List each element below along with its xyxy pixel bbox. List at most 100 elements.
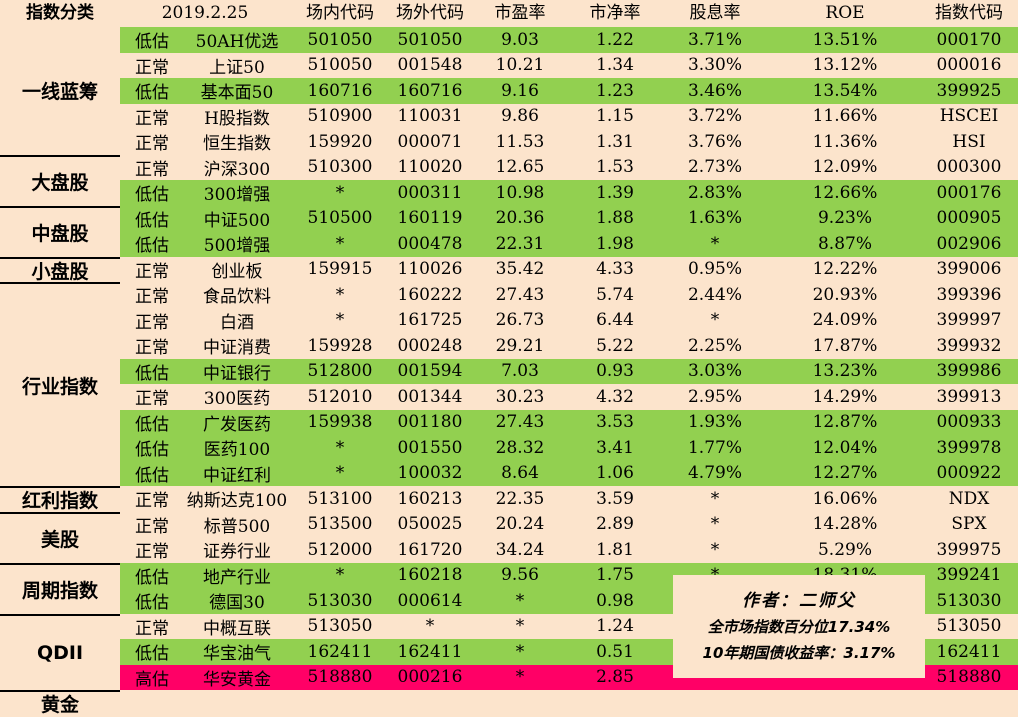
bond-yield: 10年期国债收益率：3.17%: [702, 643, 896, 662]
table-row: 正常 中证消费 159928 000248 29.21 5.22 2.25% 17.87% 39…: [120, 333, 1018, 359]
pb-cell: 0.93: [596, 361, 634, 382]
onsite-code-cell: *: [335, 310, 345, 331]
index-code-cell: 513050: [936, 616, 1002, 637]
fund-name-cell: 中证红利: [203, 465, 271, 486]
fund-name-cell: 300增强: [203, 185, 271, 206]
table-row: 正常 证券行业 512000 161720 34.24 1.81 * 5.29% 399975: [120, 537, 1018, 563]
onsite-code-cell: 513500: [307, 514, 373, 535]
index-code-cell: 399925: [936, 80, 1002, 101]
fund-name-cell: 300医药: [203, 389, 271, 410]
onsite-code-cell: 513100: [307, 488, 373, 509]
status-cell: 低估: [135, 567, 169, 588]
table-row: 低估 中证500 510500 160119 20.36 1.88 1.63% 9.23% 00…: [120, 205, 1018, 231]
author-label: 作者：二师父: [742, 590, 856, 611]
roe-cell: 12.04%: [812, 437, 878, 458]
pb-cell: 1.31: [596, 131, 634, 152]
pe-cell: 9.56: [501, 565, 539, 586]
offsite-code-cell: 050025: [397, 514, 463, 535]
pb-cell: 1.39: [596, 182, 634, 203]
roe-cell: 12.22%: [812, 259, 878, 280]
offsite-code-cell: 160119: [397, 208, 463, 229]
status-cell: 低估: [135, 593, 169, 614]
table-row: 低估 300增强 * 000311 10.98 1.39 2.83% 12.66% 000176: [120, 180, 1018, 206]
status-cell: 低估: [135, 465, 169, 486]
pe-cell: *: [515, 667, 525, 688]
category-label: 黄金: [0, 690, 120, 716]
onsite-code-cell: 159915: [307, 259, 373, 280]
index-code-cell: 399978: [936, 437, 1002, 458]
pb-cell: 1.81: [596, 539, 634, 560]
onsite-code-cell: 501050: [307, 29, 373, 50]
dividend-cell: 2.73%: [687, 157, 742, 178]
fund-name-cell: 纳斯达克100: [186, 491, 288, 512]
table-row: 低估 50AH优选 501050 501050 9.03 1.22 3.71% 13.51% 0…: [120, 27, 1018, 53]
dividend-cell: 1.77%: [687, 437, 742, 458]
index-code-cell: 399241: [936, 565, 1002, 586]
dividend-cell: *: [710, 310, 720, 331]
dividend-cell: 2.44%: [687, 284, 742, 305]
table-row: 低估 广发医药 159938 001180 27.43 3.53 1.93% 12.87% 00…: [120, 409, 1018, 435]
roe-cell: 13.23%: [812, 361, 878, 382]
table-row: 正常 食品饮料 * 160222 27.43 5.74 2.44% 20.93% 399396: [120, 282, 1018, 308]
header-pb: 市净率: [589, 3, 641, 23]
offsite-code-cell: 001180: [397, 412, 463, 433]
status-cell: 低估: [135, 363, 169, 384]
status-cell: 正常: [135, 261, 169, 282]
onsite-code-cell: *: [335, 284, 345, 305]
dividend-cell: 2.25%: [687, 335, 742, 356]
dividend-cell: 3.71%: [687, 29, 742, 50]
dividend-cell: 2.83%: [687, 182, 742, 203]
category-label: 小盘股: [0, 256, 120, 283]
dividend-cell: 0.95%: [687, 259, 742, 280]
fund-name-cell: 德国30: [209, 593, 265, 614]
status-cell: 正常: [135, 287, 169, 308]
pe-cell: 22.31: [495, 233, 545, 254]
pe-cell: 9.86: [501, 106, 539, 127]
fund-name-cell: 中证银行: [203, 363, 271, 384]
onsite-code-cell: 162411: [307, 641, 373, 662]
author-note: 作者：二师父 全市场指数百分位17.34% 10年期国债收益率：3.17%: [673, 575, 925, 678]
fund-name-cell: 中概互联: [203, 618, 271, 639]
onsite-code-cell: 512010: [307, 386, 373, 407]
pe-cell: 10.98: [495, 182, 545, 203]
pb-cell: 1.06: [596, 463, 634, 484]
dividend-cell: *: [710, 514, 720, 535]
table-row: 正常 沪深300 510300 110020 12.65 1.53 2.73% 12.09% 0…: [120, 154, 1018, 180]
fund-name-cell: 证券行业: [203, 542, 271, 563]
table-row: 低估 医药100 * 001550 28.32 3.41 1.77% 12.04% 399978: [120, 435, 1018, 461]
table-row: 正常 创业板 159915 110026 35.42 4.33 0.95% 12.22% 399…: [120, 256, 1018, 282]
fund-name-cell: 广发医药: [203, 414, 271, 435]
pb-cell: 0.98: [596, 590, 634, 611]
pb-cell: 1.98: [596, 233, 634, 254]
pb-cell: 1.22: [596, 29, 634, 50]
fund-name-cell: 基本面50: [200, 83, 274, 104]
pb-cell: 2.89: [596, 514, 634, 535]
onsite-code-cell: *: [335, 233, 345, 254]
fund-name-cell: 医药100: [203, 440, 271, 461]
table-row: 正常 白酒 * 161725 26.73 6.44 * 24.09% 399997: [120, 307, 1018, 333]
roe-cell: 12.66%: [812, 182, 878, 203]
roe-cell: 13.51%: [812, 29, 878, 50]
index-code-cell: 002906: [936, 233, 1002, 254]
dividend-cell: 3.46%: [687, 80, 742, 101]
pb-cell: 1.23: [596, 80, 634, 101]
index-code-cell: 399932: [936, 335, 1002, 356]
fund-name-cell: 白酒: [220, 312, 254, 333]
pe-cell: 10.21: [495, 55, 545, 76]
offsite-code-cell: 110031: [397, 106, 463, 127]
index-code-cell: 513030: [936, 590, 1002, 611]
status-cell: 低估: [135, 236, 169, 257]
pb-cell: 5.74: [596, 284, 634, 305]
onsite-code-cell: 513050: [307, 616, 373, 637]
roe-cell: 5.29%: [817, 539, 872, 560]
roe-cell: 12.09%: [812, 157, 878, 178]
status-cell: 低估: [135, 83, 169, 104]
pe-cell: 7.03: [501, 361, 539, 382]
offsite-code-cell: 001550: [397, 437, 463, 458]
index-code-cell: 000170: [936, 29, 1002, 50]
fund-name-cell: 500增强: [203, 236, 271, 257]
pb-cell: 3.53: [596, 412, 634, 433]
category-label: 周期指数: [0, 562, 120, 614]
dividend-cell: 3.03%: [687, 361, 742, 382]
dividend-cell: 3.30%: [687, 55, 742, 76]
